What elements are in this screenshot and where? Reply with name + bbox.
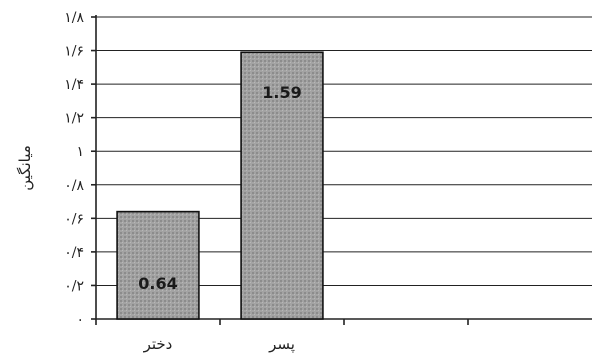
- x-tick-label: پسر: [268, 335, 295, 354]
- data-label: 0.64: [138, 274, 177, 293]
- y-tick-label: ۱/۸: [64, 10, 84, 26]
- y-tick-label: ۰/۸: [64, 178, 84, 194]
- y-tick-label: ۱/۲: [64, 111, 84, 127]
- y-tick-label: ۰/۴: [64, 245, 84, 261]
- y-tick-label: ۱/۶: [64, 44, 84, 60]
- data-label: 1.59: [262, 83, 301, 102]
- y-axis-label: میانگین: [16, 145, 34, 191]
- y-tick-label: ۰/۶: [64, 211, 84, 227]
- bar: [240, 51, 324, 320]
- y-tick-label: ۱/۴: [64, 77, 84, 93]
- labels: ۰ ۰/۲ ۰/۴ ۰/۶ ۰/۸ ۱ ۱/۲ ۱/۴ ۱/۶ ۱/۸ 0.64 دختر 1.59 پس…: [64, 10, 302, 354]
- y-tick-label: ۰: [76, 312, 84, 328]
- y-tick-label: ۰/۲: [64, 278, 84, 294]
- y-tick-label: ۱: [76, 144, 84, 160]
- bar: [116, 210, 200, 320]
- bars: [116, 51, 324, 320]
- x-tick-label: دختر: [143, 335, 173, 353]
